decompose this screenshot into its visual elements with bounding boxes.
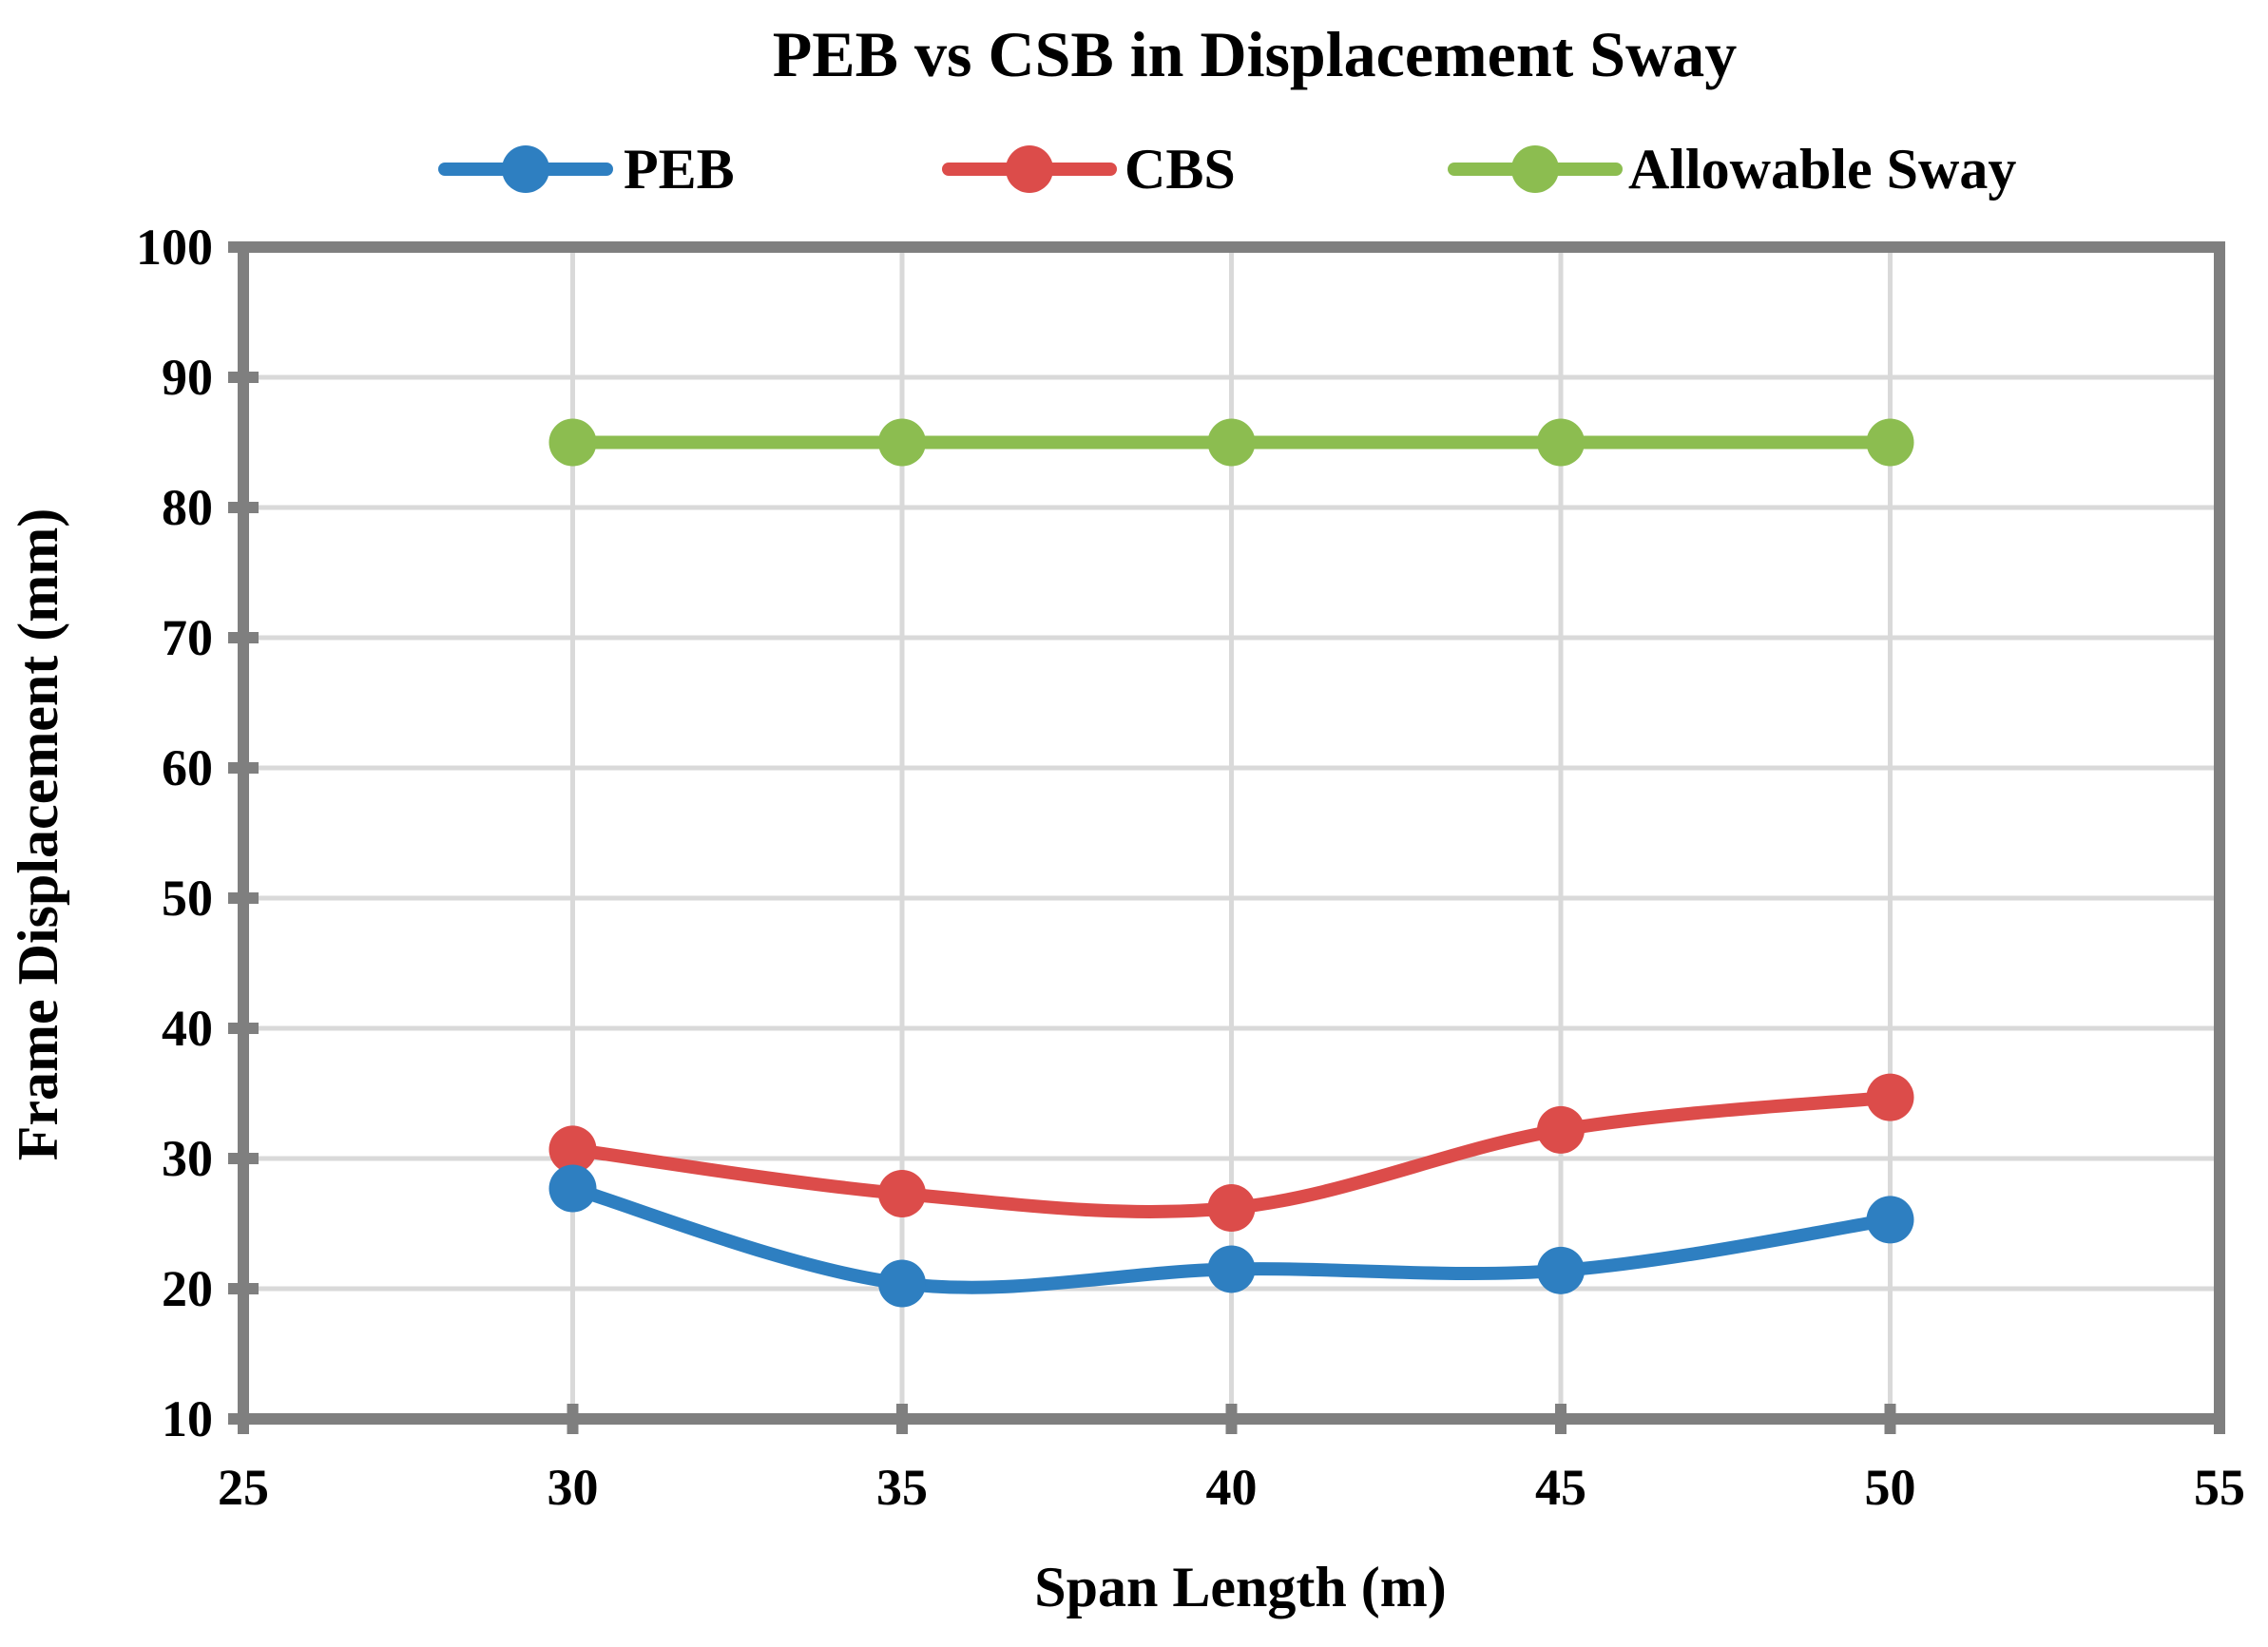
data-point-peb-45 — [1537, 1246, 1585, 1294]
legend-item-cbs: CBS — [942, 138, 1236, 201]
y-tick-label-10: 10 — [162, 1390, 213, 1447]
data-point-peb-40 — [1207, 1245, 1256, 1293]
y-tick-label-80: 80 — [162, 479, 213, 536]
x-axis-label: Span Length (m) — [1034, 1556, 1446, 1618]
legend: PEB CBS Allowable Sway — [438, 138, 2016, 201]
data-point-peb-30 — [548, 1164, 597, 1213]
legend-label-cbs: CBS — [1124, 138, 1236, 201]
x-tick-label-35: 35 — [876, 1459, 928, 1516]
x-tick-label-45: 45 — [1535, 1459, 1586, 1516]
data-point-cbs-30 — [548, 1125, 597, 1174]
data-point-allowable-sway-35 — [878, 418, 926, 467]
y-tick-label-40: 40 — [162, 1000, 213, 1057]
y-tick-label-90: 90 — [162, 349, 213, 406]
series-layer — [548, 418, 1914, 1308]
y-tick-label-100: 100 — [136, 219, 213, 276]
y-axis-ticks: 10 20 30 40 50 60 70 80 90 100 — [136, 219, 259, 1447]
data-point-allowable-sway-50 — [1866, 418, 1914, 467]
data-point-peb-50 — [1866, 1196, 1914, 1244]
x-tick-label-55: 55 — [2194, 1459, 2245, 1516]
y-axis-label: Frame Displacement (mm) — [7, 508, 69, 1160]
legend-item-peb: PEB — [438, 138, 735, 201]
legend-marker-peb — [502, 145, 549, 193]
legend-item-allowable-sway: Allowable Sway — [1448, 138, 2016, 201]
data-point-cbs-40 — [1207, 1184, 1256, 1233]
x-tick-label-30: 30 — [548, 1459, 599, 1516]
data-point-allowable-sway-30 — [548, 418, 597, 467]
x-tick-label-50: 50 — [1865, 1459, 1916, 1516]
x-tick-label-40: 40 — [1206, 1459, 1258, 1516]
x-tick-label-25: 25 — [218, 1459, 269, 1516]
data-point-allowable-sway-45 — [1537, 418, 1585, 467]
y-tick-label-20: 20 — [162, 1260, 213, 1317]
data-point-cbs-35 — [878, 1169, 926, 1217]
legend-marker-cbs — [1006, 145, 1053, 193]
y-tick-label-50: 50 — [162, 870, 213, 927]
legend-label-peb: PEB — [624, 138, 735, 201]
chart-title: PEB vs CSB in Displacement Sway — [773, 18, 1737, 90]
y-tick-label-60: 60 — [162, 739, 213, 796]
series-allowable-sway — [548, 418, 1914, 467]
legend-marker-allowable-sway — [1511, 145, 1559, 193]
series-cbs — [548, 1073, 1914, 1233]
y-tick-label-70: 70 — [162, 609, 213, 666]
data-point-cbs-45 — [1537, 1105, 1585, 1154]
x-axis-ticks: 25 30 35 40 45 50 55 — [218, 1404, 2245, 1516]
y-tick-label-30: 30 — [162, 1130, 213, 1187]
data-point-allowable-sway-40 — [1207, 418, 1256, 467]
legend-label-allowable-sway: Allowable Sway — [1628, 138, 2016, 201]
data-point-cbs-50 — [1866, 1073, 1914, 1121]
series-peb — [548, 1164, 1914, 1308]
data-point-peb-35 — [878, 1259, 926, 1308]
